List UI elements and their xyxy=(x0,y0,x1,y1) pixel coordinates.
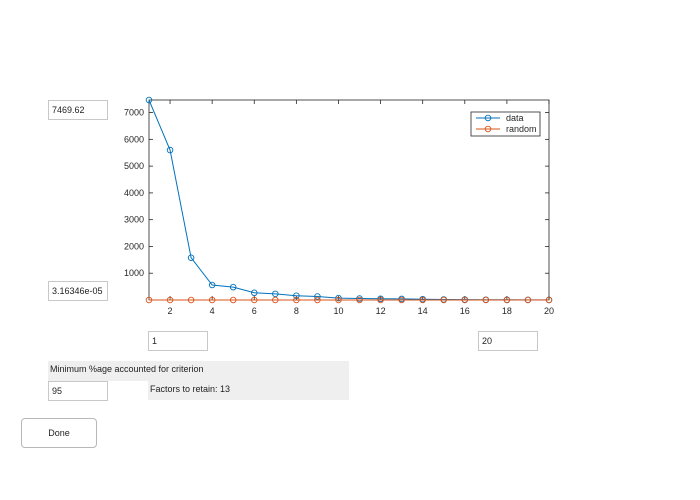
x-tick-label: 12 xyxy=(376,306,386,316)
x-tick-label: 18 xyxy=(502,306,512,316)
legend-box xyxy=(470,111,541,137)
series-point-random xyxy=(482,296,490,304)
x-tick-label: 6 xyxy=(252,306,257,316)
series-point-data xyxy=(187,254,195,261)
series-point-random xyxy=(208,296,216,304)
legend-label-random: random xyxy=(506,124,537,134)
series-point-random xyxy=(293,296,300,304)
y-tick-label: 6000 xyxy=(124,134,144,144)
series-point-random xyxy=(187,296,195,304)
series-point-random xyxy=(377,296,384,304)
series-point-data xyxy=(251,289,258,297)
series-point-data xyxy=(145,96,153,104)
series-point-data xyxy=(208,281,216,289)
x-max-field[interactable] xyxy=(478,331,538,351)
series-point-random xyxy=(145,296,153,304)
series-point-random xyxy=(398,296,405,304)
series-point-data xyxy=(229,283,237,291)
series-point-random xyxy=(524,296,532,304)
legend-marker-random xyxy=(484,125,492,133)
series-point-data xyxy=(314,293,321,300)
series-point-random xyxy=(440,296,447,304)
criterion-panel xyxy=(48,361,349,381)
y-tick-label: 7000 xyxy=(124,108,144,118)
series-point-random xyxy=(356,296,363,304)
legend-marker-data xyxy=(484,114,492,122)
y-min-field[interactable] xyxy=(48,281,108,301)
x-tick-label: 2 xyxy=(168,306,173,316)
y-tick-label: 2000 xyxy=(124,241,144,251)
series-point-random xyxy=(335,296,342,304)
series-point-random xyxy=(251,296,258,304)
criterion-field[interactable] xyxy=(48,381,108,401)
x-tick-label: 16 xyxy=(460,306,470,316)
y-max-field[interactable] xyxy=(48,100,108,120)
series-point-data xyxy=(335,294,342,302)
y-tick-label: 5000 xyxy=(124,161,144,171)
series-point-data xyxy=(293,292,300,299)
x-tick-label: 20 xyxy=(544,306,554,316)
y-tick-label: 3000 xyxy=(124,215,144,225)
y-tick-label: 4000 xyxy=(124,188,144,198)
series-point-random xyxy=(314,296,321,304)
factors-panel xyxy=(148,380,349,400)
series-point-data xyxy=(166,146,174,154)
series-point-random xyxy=(503,296,511,304)
legend-label-data: data xyxy=(506,113,524,123)
factors-to-retain-text: Factors to retain: 13 xyxy=(150,384,231,394)
y-tick-label: 1000 xyxy=(124,268,144,278)
criterion-label: Minimum %age accounted for criterion xyxy=(50,364,204,374)
series-point-random xyxy=(229,296,237,304)
x-min-field[interactable] xyxy=(148,331,208,351)
x-tick-label: 4 xyxy=(210,306,215,316)
series-point-data xyxy=(272,290,279,298)
series-point-random xyxy=(272,296,279,304)
x-tick-label: 8 xyxy=(294,306,299,316)
x-tick-label: 10 xyxy=(333,306,343,316)
series-point-random xyxy=(461,296,469,304)
series-point-random xyxy=(545,296,553,304)
series-point-random xyxy=(419,296,426,304)
x-tick-label: 14 xyxy=(418,306,428,316)
series-point-random xyxy=(166,296,174,304)
done-button[interactable]: Done xyxy=(21,418,97,448)
